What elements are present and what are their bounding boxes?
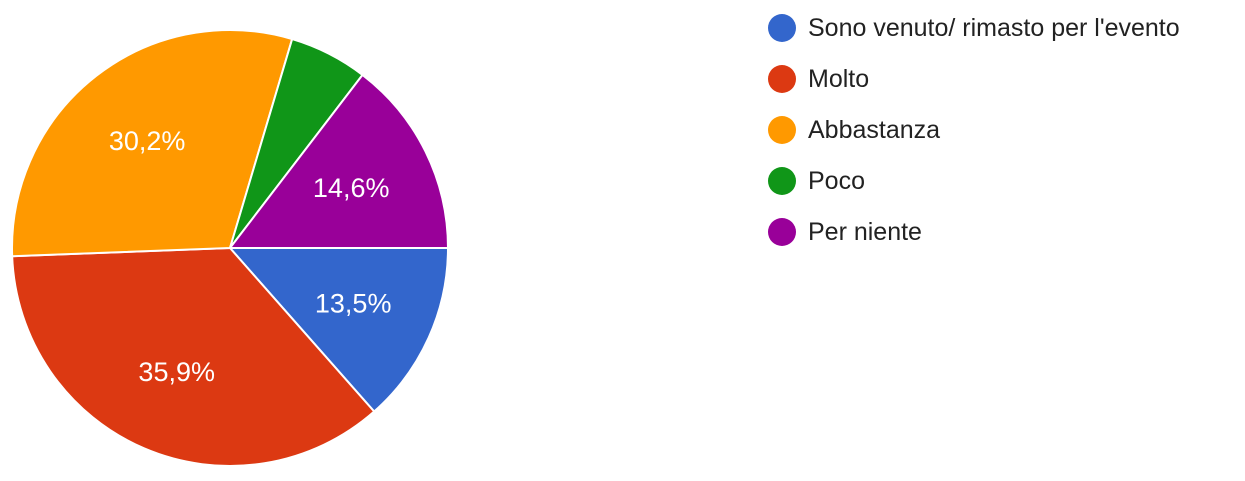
pie-slice-molto bbox=[11, 246, 376, 467]
pie-data-labels: 13,5% 35,9% 30,2% 14,6% bbox=[109, 126, 392, 387]
legend-item-poco: Poco bbox=[768, 167, 865, 195]
data-label-sono-venuto-rimasto-per-l-evento: 13,5% bbox=[315, 289, 392, 319]
legend-swatch bbox=[768, 218, 796, 246]
legend-label: Per niente bbox=[808, 218, 922, 246]
legend-label: Abbastanza bbox=[808, 116, 940, 144]
legend-item-per-niente: Per niente bbox=[768, 218, 922, 246]
legend-swatch bbox=[768, 65, 796, 93]
data-label-abbastanza: 30,2% bbox=[109, 126, 186, 156]
legend-label: Poco bbox=[808, 167, 865, 195]
legend-swatch bbox=[768, 116, 796, 144]
legend: Sono venuto/ rimasto per l'evento Molto Ab… bbox=[768, 14, 1180, 246]
legend-item-abbastanza: Abbastanza bbox=[768, 116, 940, 144]
pie-slice-per-niente bbox=[227, 73, 450, 249]
pie-slices bbox=[11, 29, 450, 467]
data-label-molto: 35,9% bbox=[138, 357, 215, 387]
pie-slice-abbastanza bbox=[11, 29, 294, 258]
legend-label: Molto bbox=[808, 65, 869, 93]
legend-swatch bbox=[768, 14, 796, 42]
legend-item-sono-venuto-rimasto-per-l-evento: Sono venuto/ rimasto per l'evento bbox=[768, 14, 1180, 42]
legend-item-molto: Molto bbox=[768, 65, 869, 93]
legend-label: Sono venuto/ rimasto per l'evento bbox=[808, 14, 1180, 42]
legend-swatch bbox=[768, 167, 796, 195]
pie-slice-sono-venuto-rimasto-per-l-evento bbox=[227, 247, 450, 413]
data-label-per-niente: 14,6% bbox=[313, 173, 390, 203]
